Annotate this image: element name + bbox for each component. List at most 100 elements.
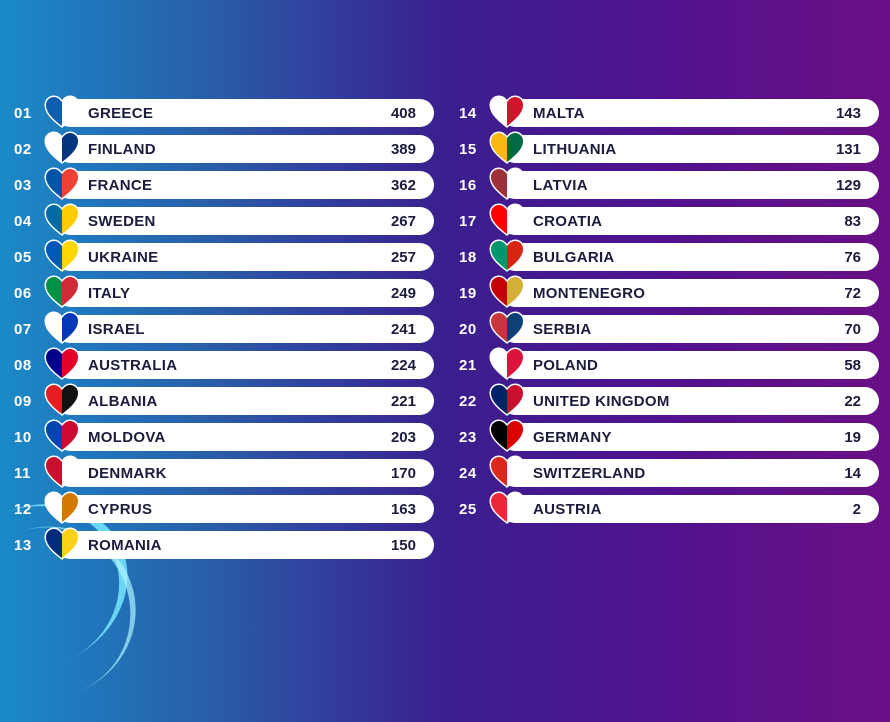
country-bar: BULGARIA 76 <box>501 243 879 271</box>
rank-number: 10 <box>14 429 32 446</box>
country-bar: ALBANIA 221 <box>56 387 434 415</box>
scoreboard-row: 08 AUSTRALIA 224 <box>0 347 890 380</box>
country-bar: LITHUANIA 131 <box>501 135 879 163</box>
country-bar: POLAND 58 <box>501 351 879 379</box>
country-name: UKRAINE <box>88 249 159 266</box>
scoreboard-row: 13 ROMANIA 150 <box>0 527 890 560</box>
country-bar: DENMARK 170 <box>56 459 434 487</box>
flag-heart-icon <box>489 454 525 490</box>
points-value: 19 <box>844 429 861 446</box>
scoreboard-row: 25 AUSTRIA 2 <box>0 491 890 524</box>
points-value: 58 <box>844 357 861 374</box>
rank-number: 17 <box>459 213 477 230</box>
points-value: 22 <box>844 393 861 410</box>
country-bar: ROMANIA 150 <box>56 531 434 559</box>
country-bar: GREECE 408 <box>56 99 434 127</box>
country-name: DENMARK <box>88 465 167 482</box>
flag-heart-icon <box>489 94 525 130</box>
country-name: FRANCE <box>88 177 153 194</box>
country-name: CYPRUS <box>88 501 153 518</box>
country-name: MONTENEGRO <box>533 285 646 302</box>
country-name: AUSTRIA <box>533 501 602 518</box>
flag-heart-icon <box>44 202 80 238</box>
rank-number: 11 <box>14 465 31 482</box>
scoreboard-row: 19 MONTENEGRO 72 <box>0 275 890 308</box>
flag-heart-icon <box>44 490 80 526</box>
points-value: 131 <box>835 141 861 158</box>
country-bar: MALTA 143 <box>501 99 879 127</box>
scoreboard-row: 10 MOLDOVA 203 <box>0 419 890 452</box>
points-value: 224 <box>390 357 416 374</box>
rank-number: 20 <box>459 321 477 338</box>
scoreboard-row: 07 ISRAEL 241 <box>0 311 890 344</box>
country-bar: AUSTRALIA 224 <box>56 351 434 379</box>
country-bar: SERBIA 70 <box>501 315 879 343</box>
flag-heart-icon <box>44 274 80 310</box>
country-name: GREECE <box>88 105 154 122</box>
rank-number: 24 <box>459 465 477 482</box>
points-value: 267 <box>390 213 416 230</box>
flag-heart-icon <box>44 526 80 562</box>
flag-heart-icon <box>489 166 525 202</box>
rank-number: 22 <box>459 393 477 410</box>
flag-heart-icon <box>44 310 80 346</box>
points-value: 143 <box>835 105 861 122</box>
rank-number: 25 <box>459 501 477 518</box>
country-bar: CROATIA 83 <box>501 207 879 235</box>
flag-heart-icon <box>489 310 525 346</box>
points-value: 170 <box>390 465 416 482</box>
scoreboard-row: 09 ALBANIA 221 <box>0 383 890 416</box>
rank-number: 23 <box>459 429 477 446</box>
country-bar: ITALY 249 <box>56 279 434 307</box>
rank-number: 07 <box>14 321 32 338</box>
flag-heart-icon <box>44 166 80 202</box>
country-bar: MONTENEGRO 72 <box>501 279 879 307</box>
scoreboard-row: 18 BULGARIA 76 <box>0 239 890 272</box>
flag-heart-icon <box>489 274 525 310</box>
rank-number: 21 <box>459 357 477 374</box>
country-name: LATVIA <box>533 177 588 194</box>
scoreboard-row: 02 FINLAND 389 <box>0 131 890 164</box>
points-value: 389 <box>390 141 416 158</box>
country-name: ALBANIA <box>88 393 158 410</box>
points-value: 150 <box>390 537 416 554</box>
scoreboard-row: 12 CYPRUS 163 <box>0 491 890 524</box>
rank-number: 09 <box>14 393 32 410</box>
rank-number: 06 <box>14 285 32 302</box>
country-name: MOLDOVA <box>88 429 166 446</box>
country-bar: AUSTRIA 2 <box>501 495 879 523</box>
rank-number: 19 <box>459 285 477 302</box>
points-value: 241 <box>390 321 416 338</box>
country-name: SWEDEN <box>88 213 156 230</box>
flag-heart-icon <box>489 346 525 382</box>
country-name: BULGARIA <box>533 249 615 266</box>
scoreboard: 01 GREECE 408 02 FINLAND 389 03 FRANCE 362 04 SWED… <box>0 94 890 560</box>
scoreboard-row: 22 UNITED KINGDOM 22 <box>0 383 890 416</box>
rank-number: 05 <box>14 249 32 266</box>
flag-heart-icon <box>489 382 525 418</box>
country-name: ISRAEL <box>88 321 145 338</box>
points-value: 129 <box>835 177 861 194</box>
flag-heart-icon <box>44 346 80 382</box>
country-name: CROATIA <box>533 213 603 230</box>
rank-number: 14 <box>459 105 477 122</box>
country-name: LITHUANIA <box>533 141 617 158</box>
scoreboard-row: 05 UKRAINE 257 <box>0 239 890 272</box>
flag-heart-icon <box>44 94 80 130</box>
country-bar: GERMANY 19 <box>501 423 879 451</box>
country-name: AUSTRALIA <box>88 357 178 374</box>
scoreboard-row: 14 MALTA 143 <box>0 95 890 128</box>
scoreboard-row: 06 ITALY 249 <box>0 275 890 308</box>
country-name: ITALY <box>88 285 131 302</box>
points-value: 83 <box>844 213 861 230</box>
country-bar: FRANCE 362 <box>56 171 434 199</box>
flag-heart-icon <box>489 202 525 238</box>
country-bar: CYPRUS 163 <box>56 495 434 523</box>
flag-heart-icon <box>489 238 525 274</box>
rank-number: 12 <box>14 501 32 518</box>
points-value: 72 <box>844 285 861 302</box>
points-value: 249 <box>390 285 416 302</box>
points-value: 221 <box>390 393 416 410</box>
flag-heart-icon <box>44 238 80 274</box>
country-bar: SWITZERLAND 14 <box>501 459 879 487</box>
